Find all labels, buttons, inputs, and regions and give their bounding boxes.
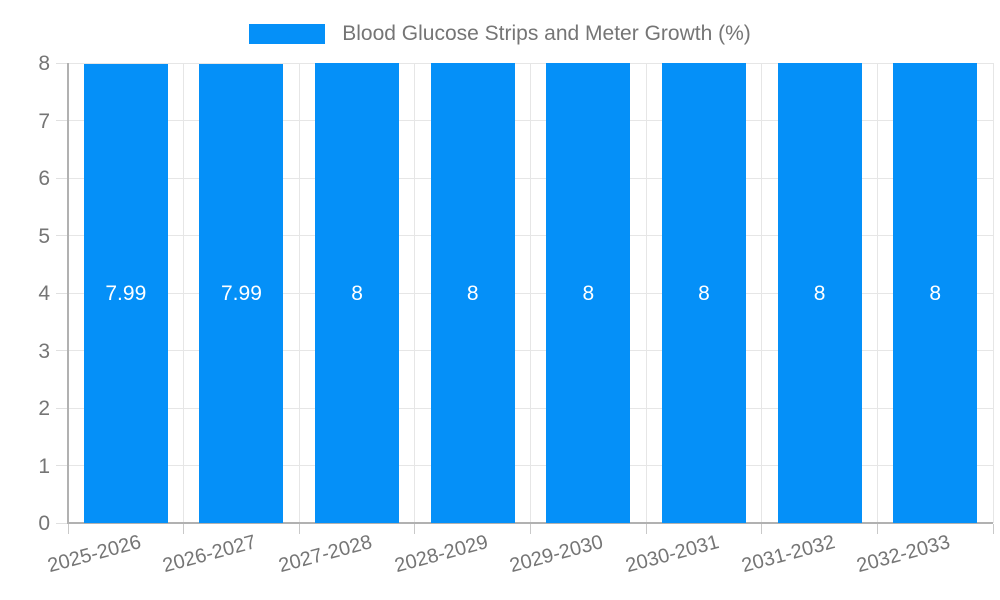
bar-value-label: 7.99 [105, 282, 147, 306]
y-tick [56, 235, 68, 236]
y-tick [56, 350, 68, 351]
x-tick [67, 524, 69, 534]
x-tick [992, 524, 994, 534]
legend-swatch [249, 24, 326, 44]
x-tick [298, 524, 300, 534]
bar-2030-2031[interactable]: 8 [661, 63, 746, 523]
bar-2031-2032[interactable]: 8 [777, 63, 862, 523]
y-tick [56, 292, 68, 294]
y-axis-label: 2 [38, 397, 50, 420]
bar-value-label: 8 [698, 282, 710, 305]
y-tick [56, 522, 68, 524]
x-gridline [530, 63, 531, 523]
bar-value-label: 8 [813, 282, 826, 305]
y-axis-label: 7 [38, 109, 50, 133]
bar-value-label: 8 [351, 282, 363, 305]
y-axis-label: 5 [38, 224, 50, 248]
x-gridline [183, 63, 185, 523]
y-axis-label: 3 [38, 339, 50, 363]
bar-2027-2028[interactable]: 8 [315, 63, 400, 523]
bar-2029-2030[interactable]: 8 [546, 63, 631, 523]
x-gridline [992, 63, 994, 523]
bar-2025-2026[interactable]: 7.99 [83, 63, 168, 523]
x-tick [876, 524, 878, 534]
y-axis-label: 0 [38, 512, 50, 535]
bar-2032-2033[interactable]: 8 [893, 63, 978, 523]
y-axis-label: 1 [38, 454, 50, 478]
bar-value-label: 8 [582, 282, 595, 305]
y-tick [56, 120, 68, 121]
x-gridline [876, 63, 878, 523]
x-tick [761, 524, 763, 534]
x-gridline [414, 63, 416, 523]
x-tick [183, 524, 185, 534]
bar-2028-2029[interactable]: 8 [430, 63, 515, 523]
x-gridline [645, 63, 647, 523]
x-tick [645, 524, 647, 534]
x-axis-line [68, 522, 993, 524]
x-gridline [761, 63, 763, 523]
y-tick [56, 465, 68, 466]
bar-value-label: 7.99 [221, 282, 262, 306]
bar-2026-2027[interactable]: 7.99 [199, 63, 284, 523]
y-axis-line [67, 63, 69, 524]
y-tick [56, 177, 68, 179]
bar-value-label: 8 [466, 282, 479, 305]
y-axis-label: 6 [38, 167, 50, 190]
y-tick [56, 62, 68, 64]
y-axis-label: 8 [38, 52, 50, 75]
x-gridline [298, 63, 300, 523]
bar-value-label: 8 [929, 282, 942, 305]
y-tick [56, 407, 68, 409]
x-tick [414, 524, 416, 534]
y-axis-label: 4 [38, 282, 50, 305]
legend[interactable]: Blood Glucose Strips and Meter Growth (%… [0, 22, 1000, 46]
x-tick [530, 524, 531, 534]
legend-label: Blood Glucose Strips and Meter Growth (%… [342, 22, 751, 45]
